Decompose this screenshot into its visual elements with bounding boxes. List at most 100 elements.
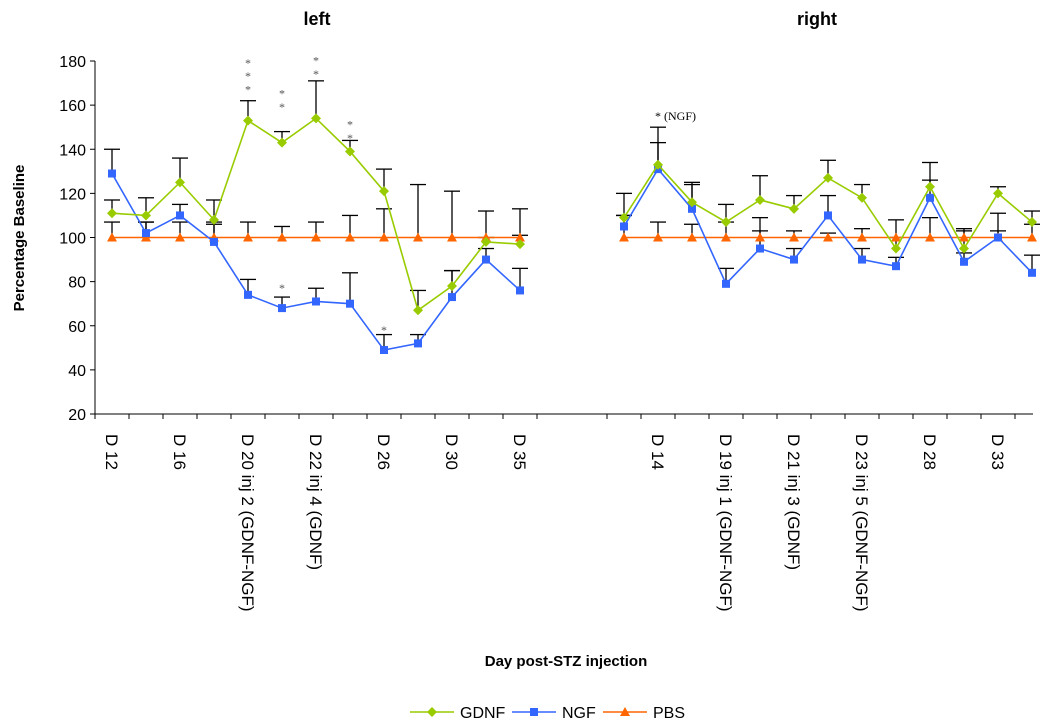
pbs-point	[891, 232, 901, 242]
gdnf-point	[481, 236, 491, 247]
x-category-label: D 26	[374, 434, 393, 470]
gdnf-point	[721, 217, 731, 228]
x-category-label: D 20 inj 2 (GDNF-NGF)	[238, 434, 257, 612]
panel-left: *** ********	[104, 54, 528, 355]
legend-item-ngf: NGF	[512, 705, 596, 722]
significance-mark: *	[347, 131, 353, 145]
pbs-point	[515, 232, 525, 242]
pbs-point	[243, 232, 253, 242]
ngf-point	[108, 169, 116, 178]
gdnf-point	[959, 243, 969, 254]
gdnf-point	[209, 214, 219, 225]
significance-mark: *	[313, 67, 319, 81]
y-tick-label: 40	[68, 363, 86, 380]
ngf-point	[448, 293, 456, 302]
gdnf-point	[789, 203, 799, 214]
gdnf-point	[413, 305, 423, 316]
ngf-point	[858, 255, 866, 264]
gdnf-point	[447, 281, 457, 292]
ngf-point	[824, 211, 832, 220]
y-tick-label: 160	[59, 98, 86, 115]
significance-mark: *	[347, 118, 353, 132]
gdnf-point	[891, 243, 901, 254]
ngf-point	[994, 233, 1002, 242]
x-category-label: D 12	[102, 434, 121, 470]
pbs-point	[959, 232, 969, 242]
gdnf-point	[311, 113, 321, 124]
ngf-point	[482, 255, 490, 264]
ngf-point	[516, 286, 524, 295]
ngf-series-line	[623, 167, 1033, 286]
pbs-point	[447, 232, 457, 242]
gdnf-point	[993, 188, 1003, 199]
ngf-point	[210, 237, 218, 246]
gdnf-series-line	[111, 117, 521, 312]
ngf-point	[892, 262, 900, 271]
x-category-label: D 30	[442, 434, 461, 470]
pbs-point	[277, 232, 287, 242]
significance-mark: *	[245, 69, 251, 83]
legend-item-gdnf: GDNF	[410, 705, 506, 722]
x-category-label: D 28	[920, 434, 939, 470]
legend-label: PBS	[653, 705, 685, 722]
x-category-label: D 16	[170, 434, 189, 470]
gdnf-point	[141, 210, 151, 221]
gdnf-point	[175, 177, 185, 188]
pbs-point	[311, 232, 321, 242]
ngf-point	[414, 339, 422, 348]
pbs-point	[653, 232, 663, 242]
y-tick-label: 60	[68, 319, 86, 336]
gdnf-point	[755, 194, 765, 205]
y-tick-label: 120	[59, 186, 86, 203]
y-axis: 20 40 60 80 100 120 140 160 180	[59, 54, 96, 424]
ngf-point	[244, 290, 252, 299]
y-axis-label: Percentage Baseline	[11, 165, 28, 312]
significance-mark: *	[245, 82, 251, 96]
ngf-point	[926, 193, 934, 202]
pbs-point	[857, 232, 867, 242]
x-category-label: D 22 inj 4 (GDNF)	[306, 434, 325, 570]
x-category-label: D 23 inj 5 (GDNF-NGF)	[852, 434, 871, 612]
ngf-series-line	[111, 173, 521, 351]
left-panel-title: left	[304, 9, 331, 29]
pbs-point	[379, 232, 389, 242]
y-tick-label: 140	[59, 142, 86, 159]
ngf-point	[688, 204, 696, 213]
gdnf-point	[619, 212, 629, 223]
gdnf-point	[687, 197, 697, 208]
legend-label: NGF	[562, 705, 596, 722]
pbs-point	[721, 232, 731, 242]
ngf-point	[1028, 268, 1036, 277]
legend: GDNF NGF PBS	[410, 705, 685, 722]
ngf-point	[620, 222, 628, 231]
gdnf-point	[1027, 217, 1037, 228]
significance-mark: *	[245, 56, 251, 70]
gdnf-point	[243, 115, 253, 126]
pbs-point	[755, 232, 765, 242]
y-tick-label: 20	[68, 407, 86, 424]
x-category-label: D 14	[648, 434, 667, 470]
pbs-point	[619, 232, 629, 242]
ngf-point	[176, 211, 184, 220]
significance-mark: *	[279, 100, 285, 114]
gdnf-point	[515, 239, 525, 250]
ngf-point	[756, 244, 764, 253]
panel-titles: left right	[304, 9, 838, 29]
significance-mark: *	[279, 281, 285, 295]
pbs-point	[1027, 232, 1037, 242]
pbs-point	[823, 232, 833, 242]
x-axis-label: Day post-STZ injection	[485, 653, 648, 670]
significance-mark: *	[313, 54, 319, 68]
gdnf-point	[653, 159, 663, 170]
ngf-point	[722, 279, 730, 288]
x-category-label: D 33	[988, 434, 1007, 470]
pbs-point	[413, 232, 423, 242]
pbs-point	[925, 232, 935, 242]
gdnf-point	[857, 192, 867, 203]
legend-label: GDNF	[460, 705, 506, 722]
ngf-point	[278, 304, 286, 313]
ngf-point	[142, 229, 150, 238]
y-tick-label: 100	[59, 231, 86, 248]
gdnf-point	[107, 208, 117, 219]
legend-item-pbs: PBS	[603, 705, 685, 722]
